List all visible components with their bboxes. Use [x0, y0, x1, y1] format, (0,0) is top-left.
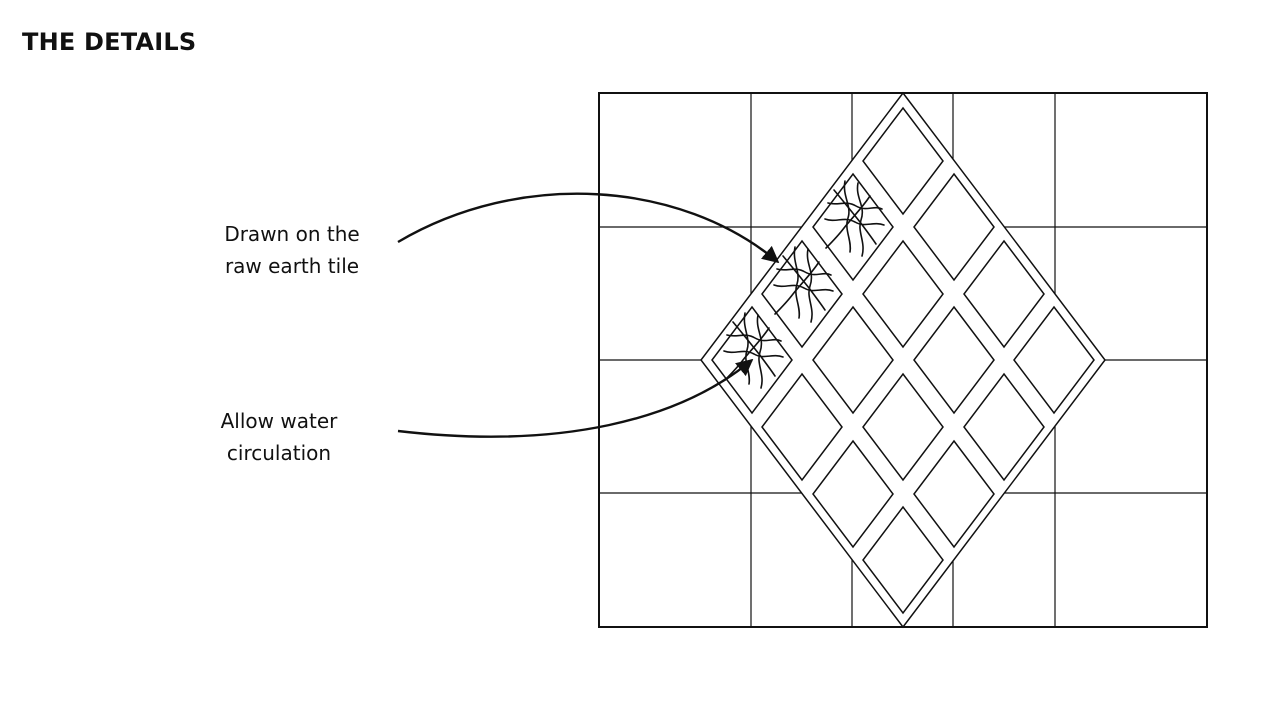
- crack-pattern: [833, 189, 877, 245]
- diagram-frame: [598, 92, 1208, 628]
- diamond-tile: [913, 439, 995, 549]
- crack-pattern: [726, 334, 782, 342]
- diamond-tile: [913, 305, 995, 415]
- crack-pattern: [824, 218, 885, 226]
- crack-pattern: [774, 261, 820, 315]
- crack-pattern: [773, 284, 834, 292]
- diamond-tile: [812, 305, 894, 415]
- page-title: THE DETAILS: [22, 28, 197, 56]
- crack-pattern: [756, 314, 763, 389]
- diamond-tile: [812, 439, 894, 549]
- crack-pattern: [856, 182, 864, 257]
- diamond-tile: [913, 172, 995, 282]
- diamond-tile: [761, 372, 843, 482]
- crack-pattern: [776, 268, 832, 276]
- crack-pattern: [723, 350, 784, 358]
- crack-pattern: [843, 180, 852, 253]
- crack-pattern: [732, 321, 776, 377]
- diamond-tile: [862, 505, 944, 615]
- diamond-tile: [963, 372, 1045, 482]
- crack-pattern: [825, 195, 871, 249]
- annotation-raw-earth-tile-line-1: Drawn on the: [224, 222, 360, 246]
- arrow-water-circulation: [397, 358, 754, 438]
- diamond-tile: [812, 172, 894, 282]
- crack-pattern: [782, 255, 826, 311]
- annotation-raw-earth-tile: Drawn on the raw earth tile: [192, 218, 392, 282]
- diamond-tile: [1013, 305, 1095, 415]
- diamond-tile: [862, 239, 944, 349]
- arrow-raw-earth-tile: [397, 192, 780, 264]
- crack-pattern-drawings: [723, 180, 885, 389]
- diamond-tile: [761, 239, 843, 349]
- diamond-tile: [862, 106, 944, 216]
- crack-pattern: [827, 202, 883, 210]
- crack-pattern: [793, 246, 801, 319]
- diamond-tile: [862, 372, 944, 482]
- annotation-water-circulation-line-1: Allow water: [220, 409, 338, 433]
- diamond-tile: [963, 239, 1045, 349]
- annotation-raw-earth-tile-line-2: raw earth tile: [224, 254, 360, 278]
- crack-pattern: [806, 248, 813, 323]
- annotation-water-circulation: Allow water circulation: [179, 405, 379, 469]
- annotation-water-circulation-line-2: circulation: [226, 441, 332, 465]
